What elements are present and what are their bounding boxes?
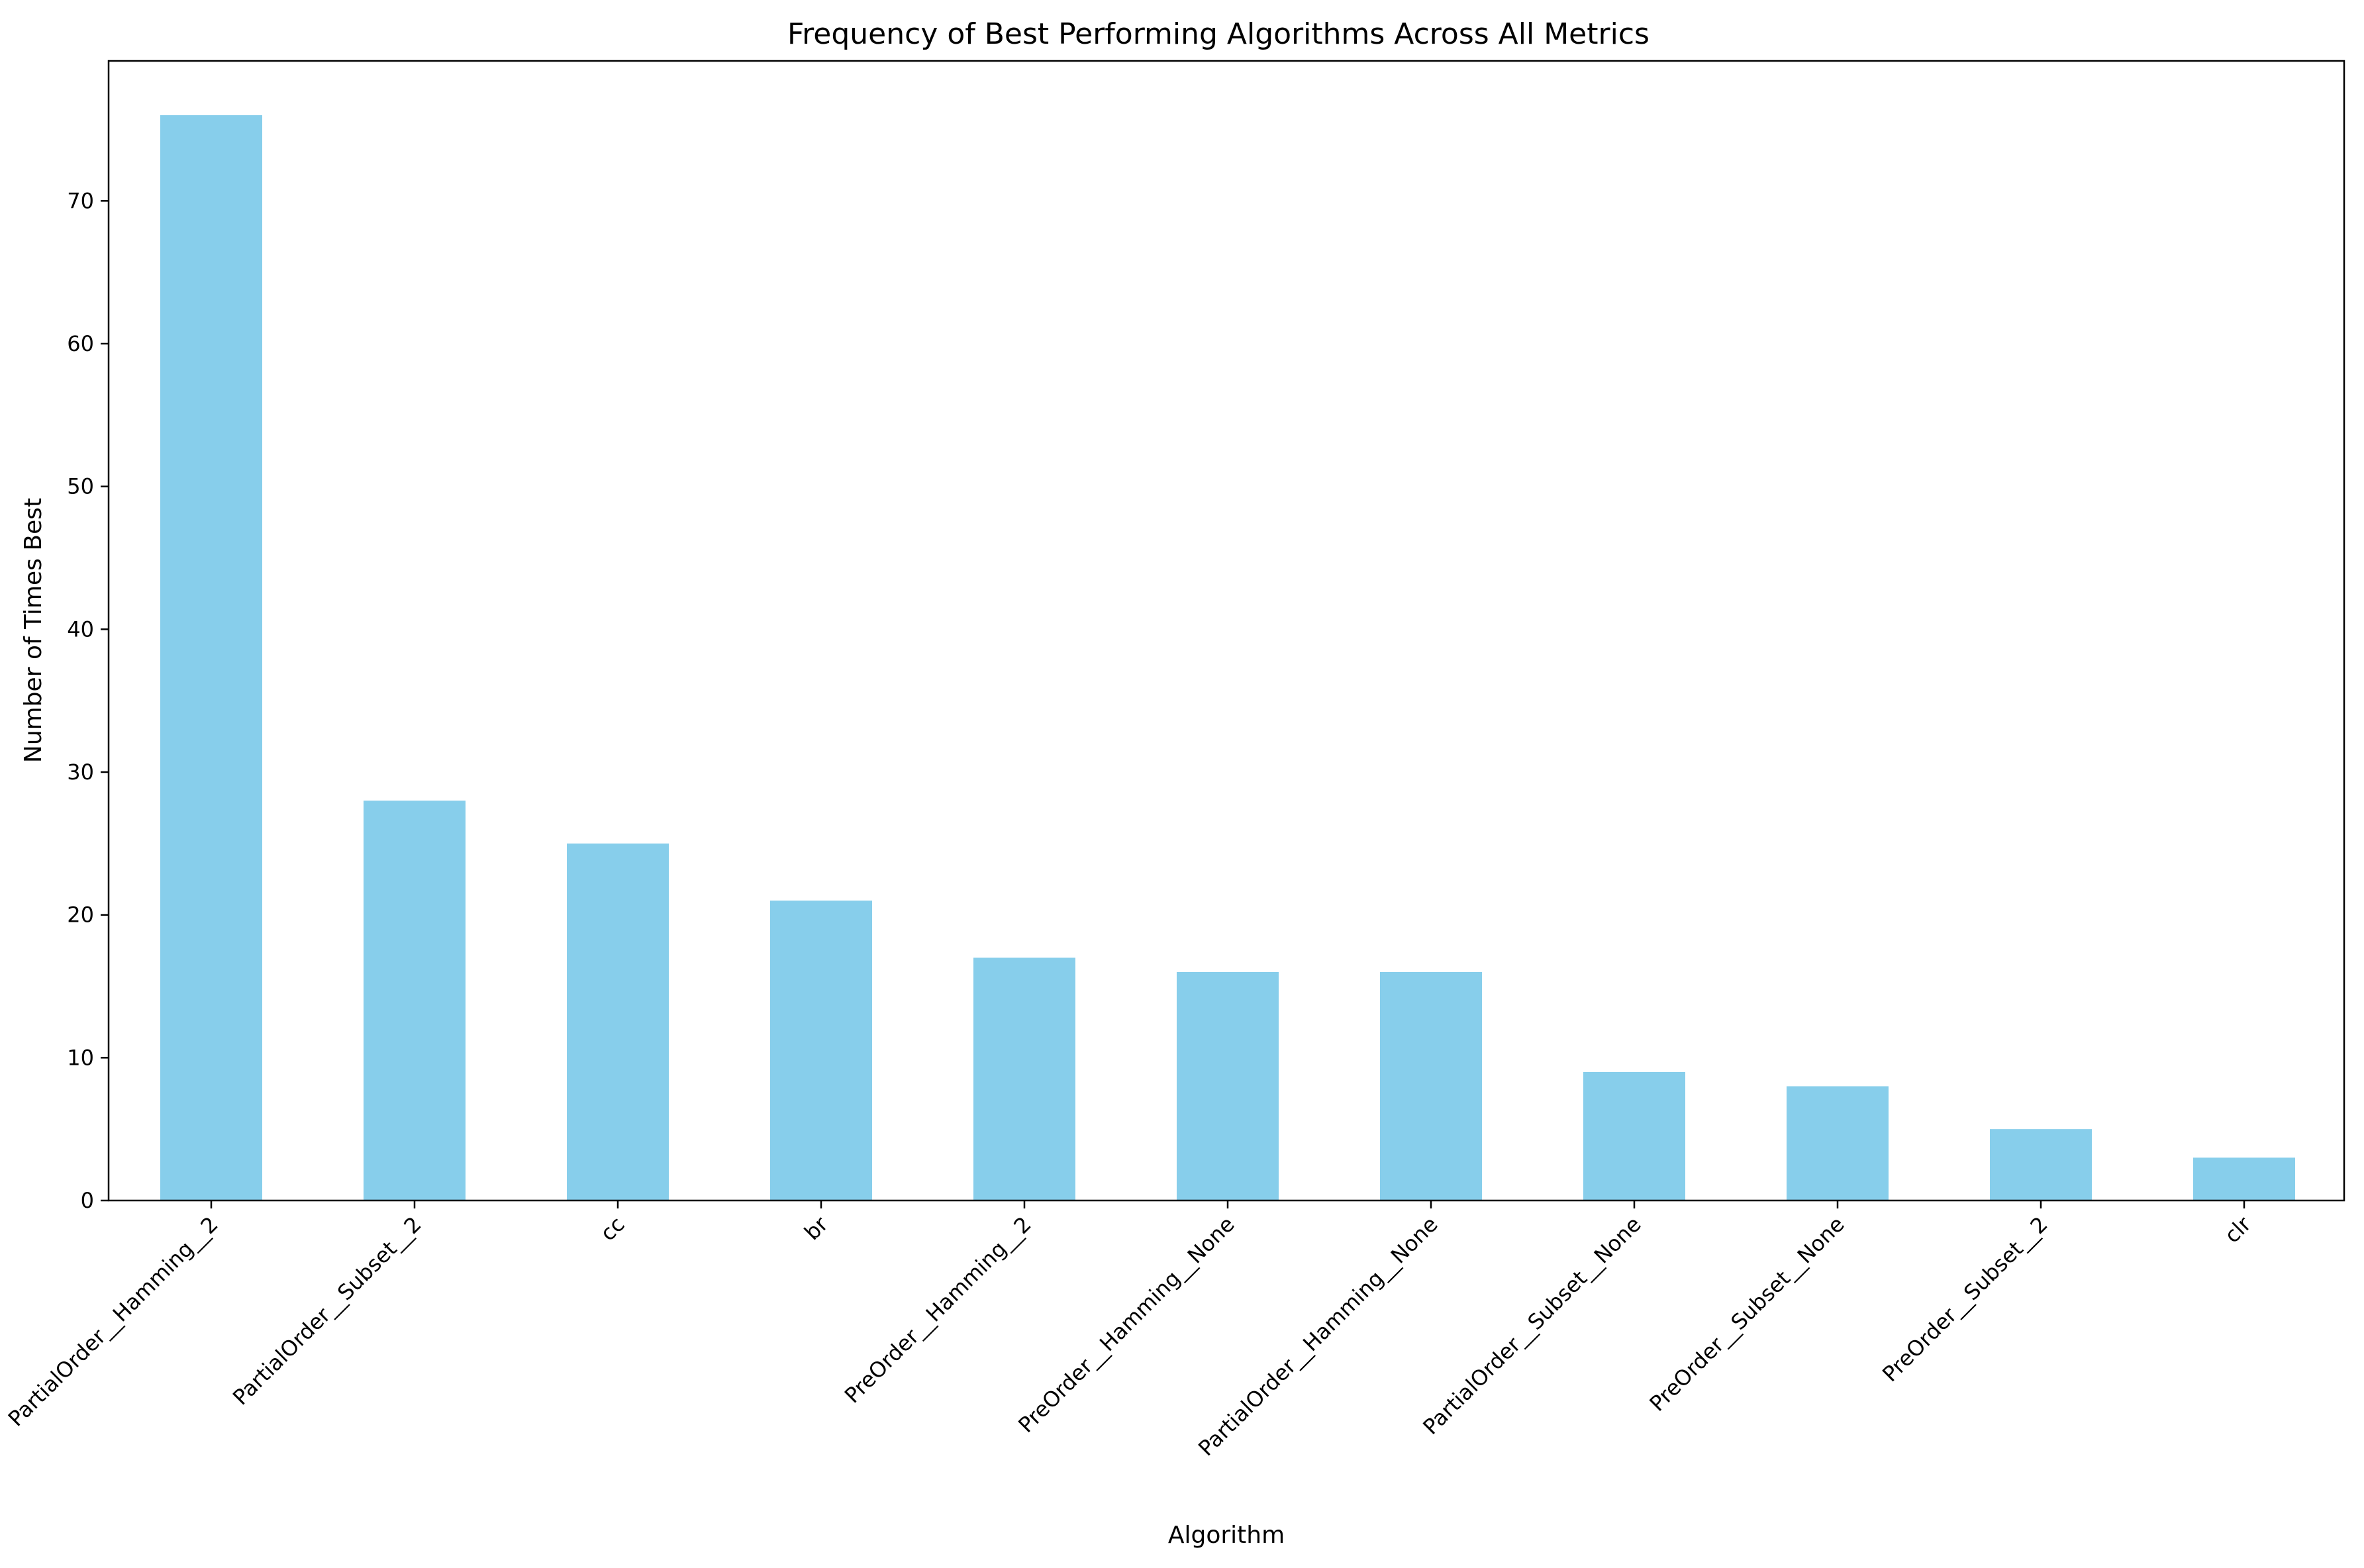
y-tick-label: 20	[67, 903, 94, 928]
plot-frame	[107, 60, 2345, 1202]
y-axis-label: Number of Times Best	[20, 498, 47, 763]
bar-partialorder-hamming-2	[160, 115, 262, 1200]
x-axis-label: Algorithm	[1168, 1522, 1285, 1549]
y-tick-label: 70	[67, 188, 94, 213]
y-tick-label: 0	[81, 1188, 94, 1213]
bar-partialorder-subset-2	[364, 801, 466, 1200]
y-tick-label: 30	[67, 760, 94, 785]
y-tick-label: 40	[67, 616, 94, 642]
y-tick-label: 60	[67, 331, 94, 356]
bar-preorder-subset-none	[1787, 1086, 1889, 1200]
bar-preorder-hamming-none	[1177, 971, 1279, 1200]
bars-group	[160, 115, 2295, 1200]
bar-partialorder-subset-none	[1583, 1071, 1685, 1200]
y-tick-label: 50	[67, 474, 94, 499]
y-tick-label: 10	[67, 1045, 94, 1070]
bar-partialorder-hamming-none	[1380, 971, 1482, 1200]
chart-title: Frequency of Best Performing Algorithms …	[787, 17, 1650, 51]
y-axis: 0 10 20 30 40 50 60 70	[67, 188, 109, 1213]
bar-clr	[2193, 1157, 2295, 1200]
bar-br	[770, 901, 872, 1200]
bar-preorder-hamming-2	[973, 957, 1075, 1200]
bar-preorder-subset-2	[1990, 1129, 2092, 1200]
bar-cc	[567, 843, 669, 1200]
